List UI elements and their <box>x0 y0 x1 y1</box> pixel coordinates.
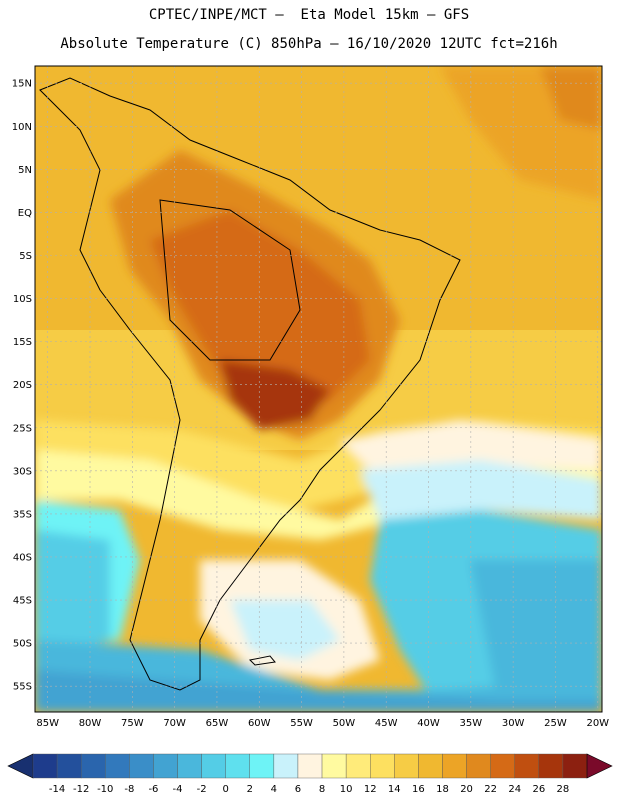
map-frame <box>34 65 603 713</box>
colorbar-label: 6 <box>295 784 301 795</box>
lat-label: EQ <box>18 208 32 219</box>
lon-label: 25W <box>544 718 567 729</box>
colorbar: -14 -12 -10 -8 -6 -4 -2 0 2 4 6 8 10 12 14 16 18 20 22 24 26… <box>7 753 613 795</box>
colorbar-swatch <box>514 753 540 779</box>
lat-label: 50S <box>13 639 32 650</box>
colorbar-label: 14 <box>388 784 401 795</box>
colorbar-label: 4 <box>271 784 277 795</box>
colorbar-swatch <box>273 753 299 779</box>
colorbar-swatch <box>562 753 588 779</box>
colorbar-label: -10 <box>97 784 113 795</box>
colorbar-label: -14 <box>49 784 65 795</box>
colorbar-label: 0 <box>223 784 229 795</box>
colorbar-swatch <box>466 753 491 779</box>
colorbar-swatch <box>321 753 347 779</box>
colorbar-swatch <box>80 753 106 779</box>
colorbar-swatch <box>177 753 202 779</box>
lon-label: 35W <box>460 718 483 729</box>
colorbar-label: -2 <box>197 784 207 795</box>
colorbar-swatch <box>105 753 130 779</box>
colorbar-label: 2 <box>247 784 253 795</box>
lat-label: 45S <box>13 596 32 607</box>
latitude-labels: 15N 10N 5N EQ 5S 10S 15S 20S 25S 30S 35S 40S 45S 50S 5… <box>12 79 32 693</box>
colorbar-label: 26 <box>532 784 545 795</box>
lat-label: 10S <box>13 294 32 305</box>
lon-label: 60W <box>248 718 271 729</box>
colorbar-label: 24 <box>508 784 521 795</box>
colorbar-swatch <box>442 753 467 779</box>
colorbar-swatch <box>32 753 58 779</box>
colorbar-swatch <box>418 753 443 779</box>
lat-label: 25S <box>13 423 32 434</box>
colorbar-label: 8 <box>319 784 325 795</box>
colorbar-swatch <box>225 753 250 779</box>
lat-label: 10N <box>12 122 32 133</box>
lat-label: 35S <box>13 509 32 520</box>
colorbar-label: 22 <box>484 784 497 795</box>
colorbar-swatch <box>490 753 515 779</box>
colorbar-label: -12 <box>73 784 89 795</box>
colorbar-swatch <box>370 753 395 779</box>
longitude-labels: 85W 80W 75W 70W 65W 60W 55W 50W 45W 40W 35W 30W 25W 2… <box>36 718 609 729</box>
colorbar-swatch <box>394 753 419 779</box>
lat-label: 55S <box>13 682 32 693</box>
lon-label: 55W <box>290 718 313 729</box>
lon-label: 45W <box>375 718 398 729</box>
colorbar-label: -4 <box>173 784 183 795</box>
colorbar-label: -6 <box>148 784 158 795</box>
colorbar-swatch <box>345 753 371 779</box>
colorbar-label: 28 <box>557 784 570 795</box>
colorbar-swatch <box>297 753 323 779</box>
lon-label: 65W <box>206 718 229 729</box>
colorbar-low-arrow <box>7 753 34 779</box>
lat-label: 20S <box>13 380 32 391</box>
colorbar-swatch <box>538 753 564 779</box>
colorbar-label: 18 <box>436 784 449 795</box>
lon-label: 80W <box>79 718 102 729</box>
lon-label: 70W <box>163 718 186 729</box>
colorbar-label: 16 <box>412 784 425 795</box>
colorbar-swatch <box>153 753 178 779</box>
colorbar-swatch <box>249 753 275 779</box>
colorbar-label: 12 <box>364 784 377 795</box>
map-subtitle: Absolute Temperature (C) 850hPa – 16/10/… <box>60 36 558 52</box>
lat-label: 30S <box>13 466 32 477</box>
lon-label: 85W <box>36 718 59 729</box>
colorbar-label: 20 <box>460 784 473 795</box>
colorbar-swatch <box>129 753 154 779</box>
colorbar-swatch <box>201 753 226 779</box>
colorbar-swatch <box>56 753 82 779</box>
map-title: CPTEC/INPE/MCT – Eta Model 15km – GFS <box>148 7 470 23</box>
lat-label: 15S <box>13 337 32 348</box>
lon-label: 75W <box>121 718 144 729</box>
lon-label: 50W <box>333 718 356 729</box>
temperature-field <box>35 66 602 712</box>
colorbar-label: -8 <box>124 784 134 795</box>
lat-label: 15N <box>12 79 32 90</box>
lon-label: 30W <box>502 718 525 729</box>
lon-label: 40W <box>417 718 440 729</box>
lon-label: 20W <box>586 718 609 729</box>
lat-label: 5N <box>18 165 32 176</box>
colorbar-label: 10 <box>340 784 353 795</box>
lat-label: 40S <box>13 552 32 563</box>
colorbar-high-arrow <box>586 753 613 779</box>
lat-label: 5S <box>19 251 32 262</box>
